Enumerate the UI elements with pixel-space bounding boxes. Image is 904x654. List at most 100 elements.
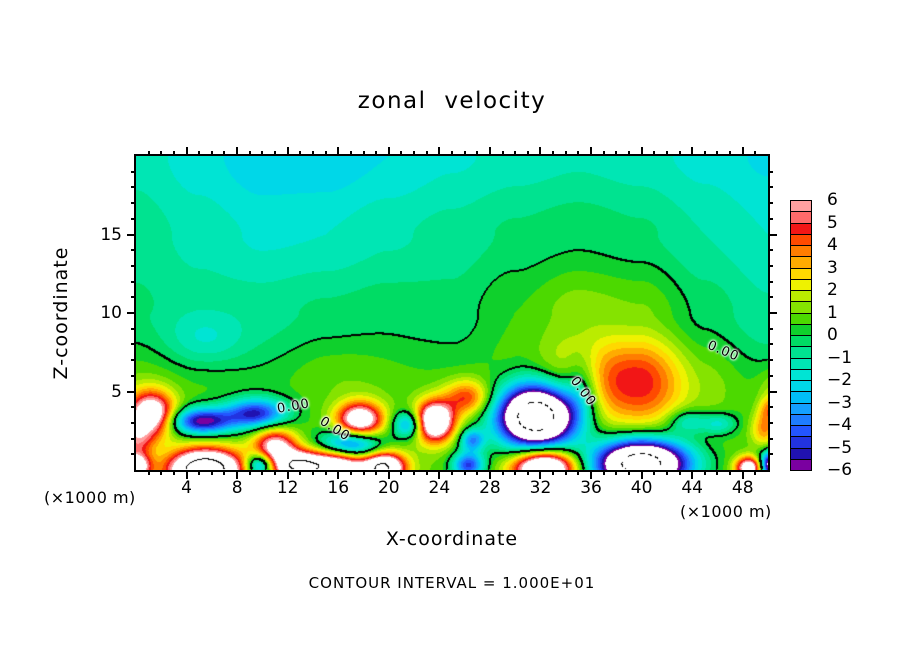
x-tick bbox=[577, 470, 580, 475]
x-tick bbox=[299, 470, 302, 475]
x-tick bbox=[552, 470, 555, 475]
x-tick bbox=[337, 470, 340, 479]
x-axis-label: X-coordinate bbox=[385, 528, 519, 550]
x-tick bbox=[210, 151, 213, 156]
x-tick bbox=[691, 470, 694, 479]
x-tick bbox=[615, 470, 618, 475]
x-tick bbox=[526, 470, 529, 475]
x-tick bbox=[665, 151, 668, 156]
z-tick-label: 10 bbox=[100, 303, 122, 323]
z-tick bbox=[768, 202, 773, 205]
x-tick bbox=[147, 470, 150, 475]
z-tick bbox=[127, 390, 136, 393]
z-tick bbox=[768, 421, 773, 424]
z-tick bbox=[768, 233, 777, 236]
x-tick bbox=[236, 147, 239, 156]
x-tick bbox=[602, 151, 605, 156]
x-tick bbox=[501, 470, 504, 475]
z-axis-unit: (×1000 m) bbox=[44, 488, 136, 507]
x-tick bbox=[261, 151, 264, 156]
x-tick bbox=[311, 470, 314, 475]
z-tick bbox=[768, 390, 777, 393]
x-tick bbox=[703, 151, 706, 156]
x-tick bbox=[678, 470, 681, 475]
x-tick bbox=[653, 470, 656, 475]
x-tick bbox=[274, 470, 277, 475]
x-tick bbox=[375, 470, 378, 475]
x-tick bbox=[564, 470, 567, 475]
colorbar-tick-label: −2 bbox=[827, 370, 853, 390]
z-tick bbox=[131, 186, 136, 189]
z-tick bbox=[768, 249, 773, 252]
x-tick bbox=[185, 470, 188, 479]
x-tick bbox=[185, 147, 188, 156]
x-tick bbox=[236, 470, 239, 479]
x-tick-label: 12 bbox=[276, 478, 299, 498]
x-tick bbox=[147, 151, 150, 156]
x-tick bbox=[400, 151, 403, 156]
x-tick bbox=[754, 470, 757, 475]
x-tick-label: 44 bbox=[681, 478, 703, 498]
z-tick bbox=[131, 406, 136, 409]
z-tick bbox=[131, 249, 136, 252]
z-tick-label: 5 bbox=[111, 381, 122, 402]
x-tick bbox=[716, 470, 719, 475]
x-tick-label: 16 bbox=[327, 478, 350, 498]
x-tick bbox=[198, 151, 201, 156]
x-tick bbox=[375, 151, 378, 156]
z-tick bbox=[768, 312, 777, 314]
x-tick bbox=[640, 147, 643, 156]
x-tick bbox=[627, 151, 630, 156]
z-tick bbox=[768, 437, 773, 440]
x-tick bbox=[261, 470, 264, 475]
x-tick bbox=[451, 470, 453, 475]
x-tick bbox=[248, 151, 251, 156]
x-tick bbox=[476, 151, 479, 156]
colorbar-tick-label: 3 bbox=[827, 257, 838, 278]
x-tick bbox=[299, 151, 302, 156]
x-tick-label: 32 bbox=[529, 478, 552, 498]
z-tick bbox=[768, 327, 773, 330]
x-tick bbox=[526, 151, 529, 156]
z-tick bbox=[768, 406, 773, 409]
x-tick bbox=[286, 147, 289, 156]
x-tick bbox=[160, 470, 163, 475]
z-tick bbox=[131, 343, 136, 346]
x-tick bbox=[400, 470, 403, 475]
colorbar-box bbox=[790, 458, 812, 471]
z-tick bbox=[131, 327, 136, 330]
x-tick bbox=[640, 470, 643, 479]
x-tick bbox=[501, 151, 504, 156]
x-tick bbox=[552, 151, 555, 156]
z-tick bbox=[768, 296, 773, 299]
x-tick bbox=[425, 470, 428, 475]
x-tick bbox=[691, 147, 694, 156]
x-tick bbox=[387, 147, 390, 156]
x-tick bbox=[476, 470, 479, 475]
z-tick bbox=[768, 453, 773, 456]
z-tick bbox=[131, 453, 136, 456]
x-tick bbox=[539, 470, 542, 479]
z-tick bbox=[131, 264, 136, 267]
x-tick bbox=[223, 470, 226, 475]
x-tick bbox=[438, 470, 441, 479]
colorbar-tick-label: −1 bbox=[827, 347, 853, 368]
x-tick bbox=[615, 151, 618, 156]
plot-title: zonal velocity bbox=[357, 88, 547, 114]
x-tick bbox=[311, 151, 314, 156]
x-tick bbox=[488, 147, 491, 156]
x-tick bbox=[172, 151, 175, 156]
z-tick bbox=[768, 170, 773, 173]
z-tick bbox=[131, 280, 136, 283]
z-tick bbox=[131, 374, 136, 377]
x-tick-label: 48 bbox=[731, 478, 754, 498]
z-tick bbox=[131, 170, 136, 173]
x-tick bbox=[413, 470, 416, 475]
x-tick bbox=[463, 470, 466, 475]
z-tick bbox=[768, 374, 773, 377]
x-tick-label: 28 bbox=[479, 478, 501, 498]
z-tick bbox=[768, 343, 773, 346]
x-tick bbox=[337, 147, 340, 156]
x-tick bbox=[564, 151, 567, 156]
x-tick bbox=[488, 470, 491, 479]
